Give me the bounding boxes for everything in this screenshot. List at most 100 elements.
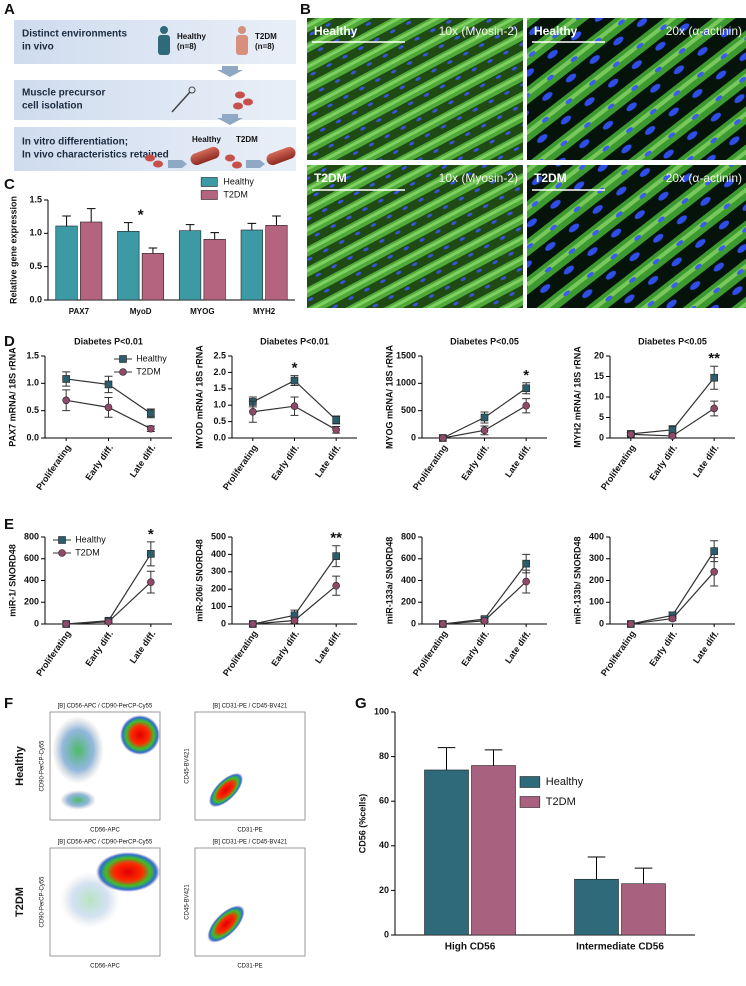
plot-title: [B] CD31-PE / CD45-BV421 (213, 704, 288, 710)
marker (668, 432, 677, 440)
chart-title: Diabetes P<0.05 (638, 336, 707, 346)
plot-title: [B] CD31-PE / CD45-BV421 (213, 840, 288, 846)
group-label: (n=8) (255, 42, 275, 51)
error-bar (587, 856, 606, 880)
marker (147, 550, 155, 558)
marker (119, 355, 127, 363)
y-axis-label: miR-133a/ SNORD48 (384, 537, 394, 625)
marker (332, 416, 340, 424)
chart: 0.0 0.5 1.0 1.5 2.0 2.5 Diabetes P<0.01 MYOD mR… (194, 336, 357, 492)
x-tick-label: Intermediate CD56 (576, 942, 664, 953)
plot-y-label: CD45-BV421 (185, 884, 191, 920)
group-label: T2DM (255, 32, 277, 41)
x-tick-label: Late diff. (128, 629, 158, 665)
pipette (188, 86, 196, 94)
y-tick-label: 800 (24, 531, 39, 541)
group-label: (n=8) (177, 42, 197, 51)
y-tick-label: 100 (211, 601, 226, 611)
y-tick-label: 1.0 (29, 228, 42, 238)
y-tick-label: 400 (401, 575, 416, 585)
row-label: Healthy (14, 745, 26, 786)
panel-letter: D (4, 333, 15, 350)
x-tick-label: Early diff. (83, 629, 115, 668)
cell (232, 161, 242, 169)
marker (290, 376, 299, 385)
panel-letter: F (4, 695, 13, 712)
y-tick-label: 200 (24, 597, 39, 607)
flow-plot (194, 847, 306, 957)
y-tick-label: 1.0 (213, 400, 226, 410)
cell (145, 154, 155, 162)
y-tick-label: 600 (401, 553, 416, 563)
significance: * (138, 207, 144, 224)
cell (233, 102, 243, 110)
error-bar (86, 208, 96, 222)
micrograph-group: T2DM (534, 171, 567, 185)
y-tick-label: 10 (594, 391, 604, 401)
cell (225, 154, 235, 162)
micrograph-stain: 10x (Myosin-2) (439, 171, 518, 185)
flow-plot (194, 711, 306, 821)
y-axis-label: MYH2 mRNA/ 18S rRNA (572, 346, 582, 448)
y-axis-label: CD56 (%cells) (357, 794, 367, 854)
marker (522, 577, 530, 586)
micrograph (307, 18, 523, 160)
legend-label: Healthy (223, 176, 254, 186)
step-text: in vivo (22, 42, 54, 53)
marker (290, 402, 299, 410)
panel-letter: A (4, 1, 15, 18)
flow-plot (49, 711, 161, 821)
plot-x-label: CD56-APC (90, 964, 120, 970)
marker (480, 413, 489, 422)
x-tick-label: Late diff. (691, 443, 721, 479)
x-tick-label: Early diff. (83, 443, 115, 482)
bar (55, 225, 78, 301)
cell (235, 91, 245, 99)
marker (104, 380, 113, 389)
micrograph-stain: 10x (Myosin-2) (439, 24, 518, 38)
marker (332, 425, 340, 434)
y-tick-label: 0 (34, 618, 39, 628)
micrograph-group: Healthy (534, 24, 578, 38)
marker (522, 559, 530, 568)
y-tick-label: 80 (379, 751, 389, 761)
y-tick-label: 1.5 (213, 383, 226, 393)
micrograph-stain: 20x (α-actinin) (666, 171, 742, 185)
significance: * (148, 526, 154, 543)
x-tick-label: Late diff. (691, 629, 721, 665)
y-axis-label: MYOG mRNA/ 18S rRNA (384, 344, 394, 449)
marker (290, 616, 299, 625)
y-axis-label: Relative gene expression (8, 196, 18, 304)
bar (621, 883, 666, 936)
y-tick-label: 400 (589, 531, 604, 541)
step-box (14, 20, 296, 64)
fiber (190, 146, 220, 166)
y-tick-label: 1.0 (26, 378, 39, 388)
panel-letter: G (355, 695, 367, 712)
error-bar (484, 749, 503, 766)
flow-plot (49, 847, 161, 957)
chart: 0 5 10 15 20 Diabetes P<0.05 MYH2 mRNA/ 18S rR… (572, 336, 735, 492)
y-tick-label: 800 (401, 531, 416, 541)
x-tick-label: Early diff. (647, 629, 679, 668)
marker (627, 620, 635, 628)
micrograph (527, 18, 746, 160)
chart: 0 200 400 600 800 miR-1/ SNORD48 Proliferating… (7, 526, 172, 678)
y-tick-label: 1.5 (29, 194, 42, 204)
person-icon (160, 26, 168, 34)
step-text: Distinct environments (22, 29, 127, 40)
x-tick-label: Early diff. (269, 629, 301, 668)
y-tick-label: 300 (211, 566, 226, 576)
legend-label: Healthy (136, 353, 167, 363)
x-tick-label: Late diff. (503, 443, 533, 479)
micrograph-group: T2DM (314, 171, 347, 185)
density-cloud (60, 790, 96, 810)
chart: 0 100 200 300 400 500 miR-206/ SNORD48 Prolifer… (194, 530, 357, 678)
arrow (168, 160, 187, 168)
marker (62, 375, 70, 383)
y-tick-label: 0 (384, 929, 389, 939)
bar (117, 231, 140, 301)
y-tick-label: 100 (589, 597, 604, 607)
fiber-label: T2DM (236, 135, 258, 144)
row-label: T2DM (14, 887, 26, 917)
